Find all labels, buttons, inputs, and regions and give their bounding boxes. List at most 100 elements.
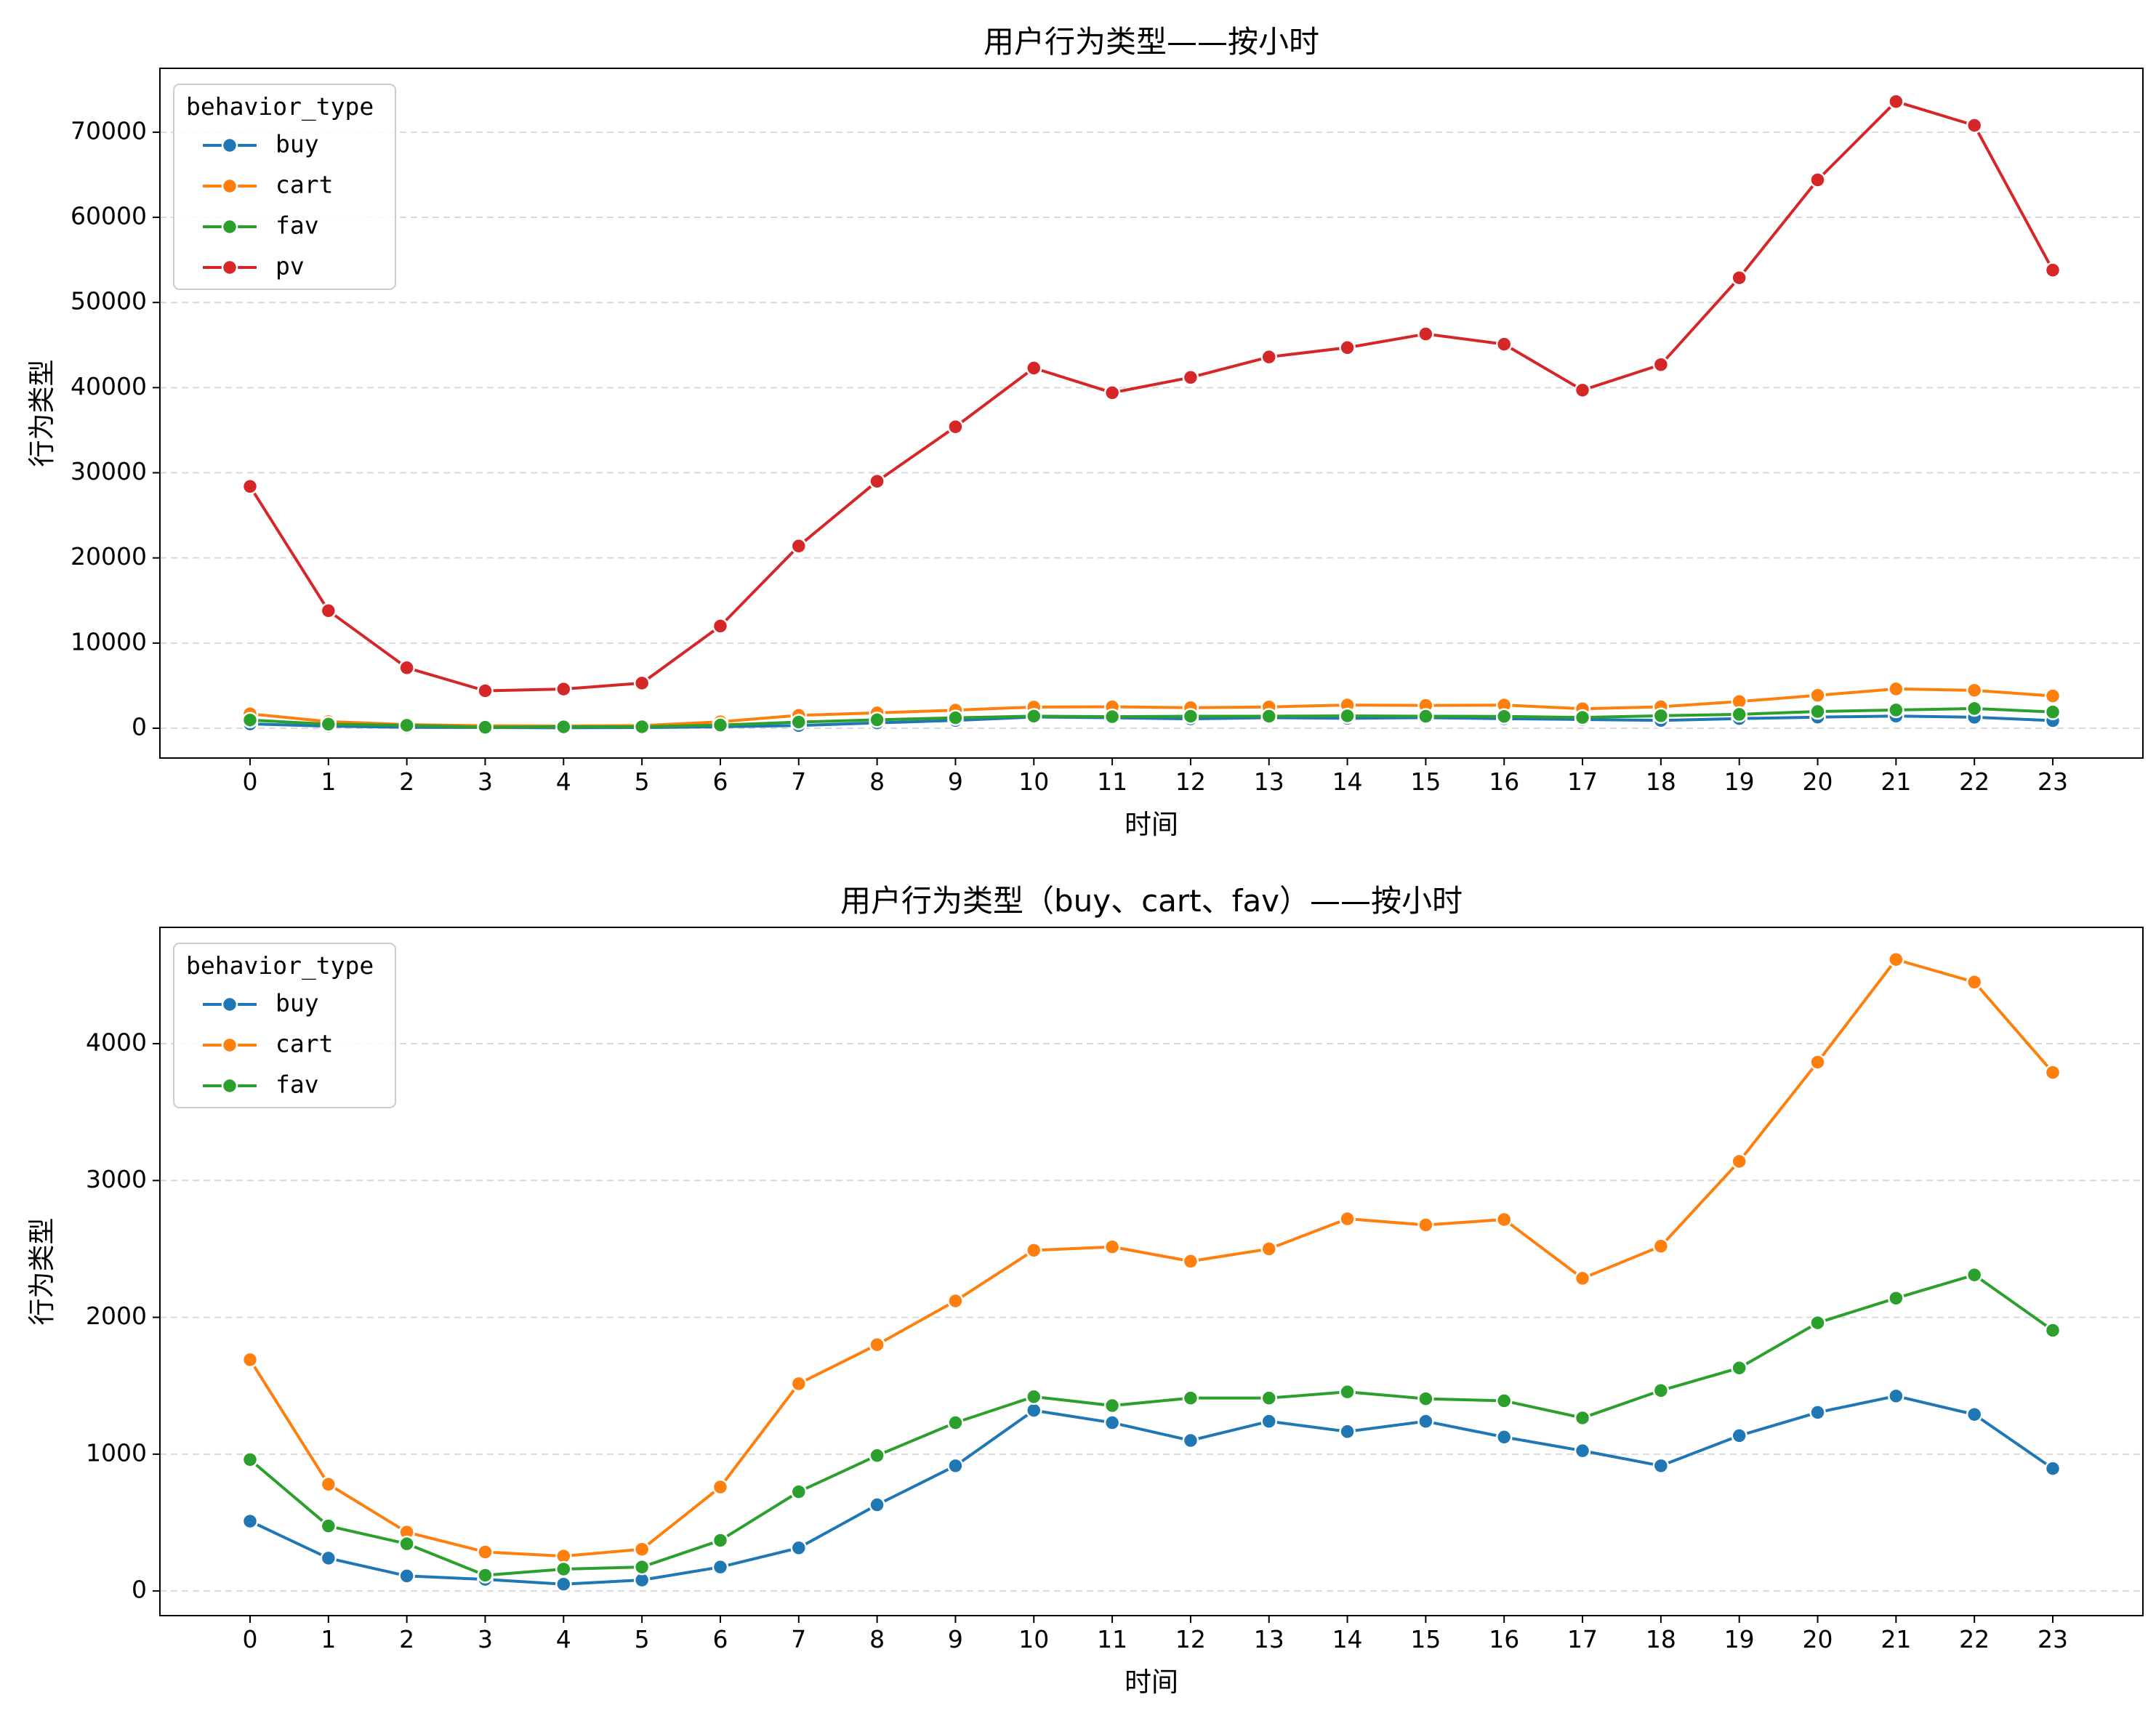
data-point-buy [1495, 1429, 1513, 1446]
data-point-cart [1966, 682, 1983, 699]
data-point-cart [1888, 951, 1904, 968]
data-point-pv [1417, 326, 1434, 342]
data-point-cart [1182, 1253, 1199, 1270]
x-tick-label: 9 [948, 1625, 963, 1653]
data-point-buy [1652, 1457, 1670, 1475]
x-tick-label: 5 [635, 1625, 650, 1653]
data-point-fav [869, 712, 885, 728]
data-point-fav [1574, 709, 1591, 726]
x-tick-label: 10 [1018, 1625, 1049, 1653]
data-point-buy [1026, 1402, 1042, 1419]
x-tick-label: 5 [635, 767, 650, 796]
y-axis-ticks: 0 10000 20000 30000 40000 50000 60000 70000 [71, 116, 160, 741]
data-point-cart [1339, 1210, 1356, 1228]
x-tick-label: 12 [1175, 1625, 1206, 1653]
x-tick-label: 2 [399, 767, 414, 796]
y-axis-label: 行为类型 [26, 360, 57, 467]
x-tick-label: 11 [1097, 767, 1127, 796]
legend-marker-cart [221, 1036, 238, 1054]
x-tick-label: 1 [321, 767, 336, 796]
x-tick-label: 3 [478, 1625, 493, 1653]
legend-box [173, 943, 396, 1108]
y-tick-label: 10000 [71, 627, 147, 656]
data-point-cart [2044, 1064, 2062, 1081]
series-fav [241, 1266, 2062, 1584]
chart-title: 用户行为类型（buy、cart、fav）——按小时 [840, 883, 1463, 919]
legend-marker-fav [221, 218, 238, 235]
data-point-pv [555, 680, 572, 698]
legend-marker-cart [221, 177, 238, 195]
data-point-buy [1339, 1423, 1356, 1440]
legend-marker-buy [221, 996, 238, 1013]
series-line-fav [249, 1273, 2054, 1577]
data-point-pv [1731, 269, 1747, 286]
data-point-pv [1574, 382, 1591, 399]
data-point-fav [1888, 701, 1904, 719]
data-point-cart [1966, 974, 1983, 991]
data-point-cart [869, 1336, 885, 1353]
data-point-buy [320, 1549, 337, 1567]
x-tick-label: 20 [1803, 767, 1833, 796]
x-tick-label: 4 [556, 767, 571, 796]
data-point-cart [712, 1478, 729, 1496]
x-tick-label: 19 [1724, 1625, 1755, 1653]
x-tick-label: 6 [712, 1625, 728, 1653]
y-tick-label: 0 [132, 712, 147, 741]
x-tick-label: 0 [243, 767, 258, 796]
x-tick-label: 0 [243, 1625, 258, 1653]
data-point-fav [2044, 704, 2062, 720]
data-point-pv [1026, 360, 1042, 376]
data-point-fav [1652, 707, 1670, 725]
x-tick-label: 20 [1803, 1625, 1833, 1653]
data-point-buy [1731, 1427, 1747, 1444]
x-tick-label: 8 [869, 1625, 885, 1653]
x-tick-label: 14 [1332, 1625, 1363, 1653]
legend-box [173, 84, 396, 290]
data-point-fav [1809, 703, 1826, 720]
data-point-fav [1026, 708, 1042, 725]
data-point-fav [1182, 708, 1199, 725]
x-tick-label: 3 [478, 767, 493, 796]
data-point-pv [398, 659, 415, 677]
y-tick-label: 2000 [86, 1302, 147, 1330]
data-point-cart [633, 1541, 651, 1557]
legend-marker-fav [221, 1077, 238, 1095]
legend-label-cart: cart [275, 1030, 333, 1058]
data-point-fav [947, 1414, 964, 1431]
axes-frame [159, 927, 2144, 1616]
data-point-fav [1339, 707, 1356, 725]
series-line-cart [249, 958, 2054, 1558]
data-point-cart [1495, 1211, 1513, 1228]
x-tick-label: 7 [791, 767, 806, 796]
x-tick-label: 16 [1489, 1625, 1519, 1653]
data-point-fav [633, 718, 651, 735]
data-point-cart [947, 1292, 964, 1310]
x-axis-ticks: 0 1 2 3 4 5 6 7 8 9 10 11 12 13 14 15 16 17 18 19 20 21 22 23 [243, 1616, 2068, 1653]
data-point-buy [1966, 1406, 1983, 1423]
x-tick-label: 8 [869, 767, 885, 796]
data-point-buy [790, 1539, 808, 1557]
data-point-buy [1103, 1414, 1121, 1431]
data-point-buy [555, 1576, 572, 1592]
data-point-fav [1652, 1382, 1670, 1399]
x-tick-label: 21 [1881, 1625, 1911, 1653]
data-point-fav [241, 1451, 259, 1468]
x-tick-label: 22 [1959, 767, 1990, 796]
data-point-cart [1026, 1242, 1042, 1259]
y-axis-ticks: 0 1000 2000 3000 4000 [86, 1028, 160, 1604]
data-point-cart [1260, 1241, 1277, 1257]
x-tick-label: 11 [1097, 1625, 1127, 1653]
data-point-fav [1260, 1390, 1277, 1406]
data-point-fav [1103, 708, 1121, 725]
legend-label-pv: pv [275, 252, 305, 281]
x-tick-label: 22 [1959, 1625, 1990, 1653]
data-point-pv [790, 538, 808, 555]
legend-label-fav: fav [275, 211, 319, 240]
data-point-cart [1652, 1238, 1670, 1254]
y-tick-label: 60000 [71, 202, 147, 230]
data-point-pv [1339, 339, 1356, 356]
data-point-fav [1026, 1388, 1042, 1406]
y-tick-label: 50000 [71, 287, 147, 315]
